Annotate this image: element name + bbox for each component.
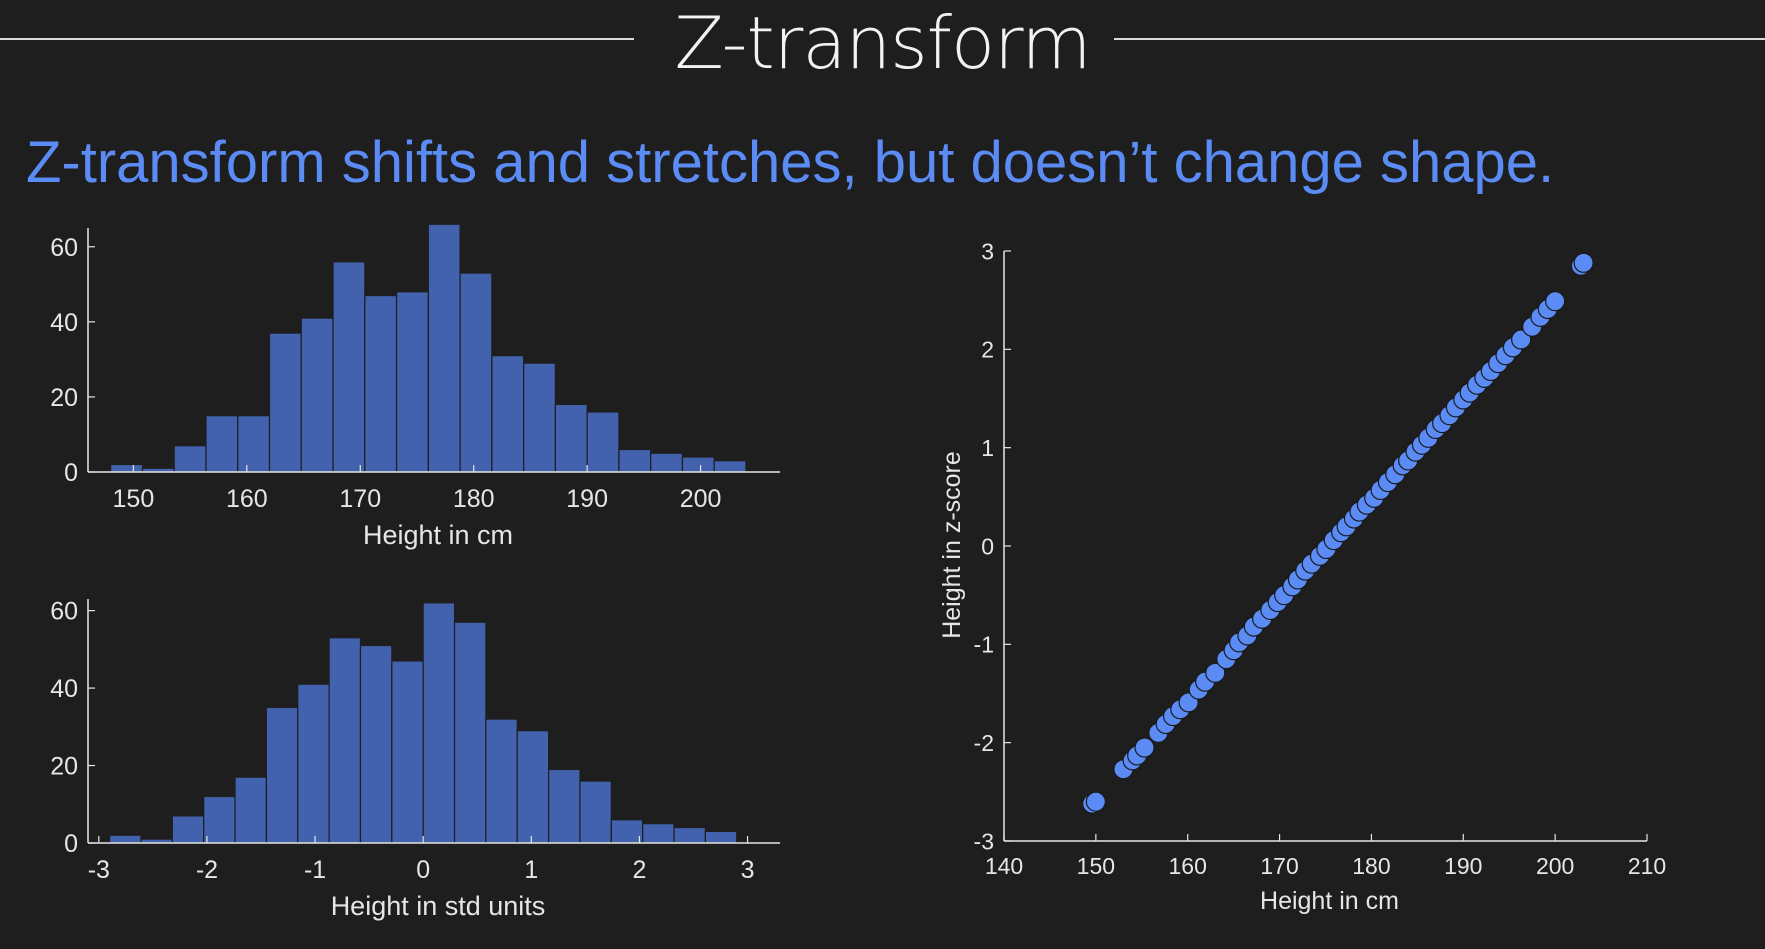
histogram-bar (364, 294, 398, 473)
scatter-point (1573, 252, 1594, 273)
y-tick-label: 20 (50, 384, 78, 412)
histogram-bar (650, 452, 684, 473)
x-tick-label: -2 (196, 856, 218, 884)
histogram-bar (548, 768, 581, 844)
scatter-point (1545, 291, 1566, 312)
histogram-bar (110, 463, 144, 473)
x-tick-label: 2 (632, 856, 646, 884)
histogram-bar (523, 362, 556, 473)
slide-title: Z-transform (674, 1, 1091, 85)
histogram-bar (205, 415, 239, 473)
histogram-bar (203, 795, 236, 844)
title-rule-right (1114, 38, 1765, 40)
histogram-bar (237, 415, 271, 473)
y-tick-label: 60 (50, 598, 78, 626)
y-tick-label: 2 (981, 337, 994, 363)
histogram-bar (485, 718, 518, 844)
histogram-bar (491, 355, 525, 473)
histogram-bar (173, 445, 207, 473)
histogram-bar (618, 448, 652, 473)
y-tick-label: 0 (64, 830, 78, 858)
y-axis-label: Height in z-score (938, 451, 966, 639)
histogram-bar (234, 776, 268, 844)
x-tick-label: 150 (1077, 853, 1115, 879)
x-tick-label: 190 (1444, 853, 1482, 879)
x-tick-label: 210 (1628, 853, 1666, 879)
x-tick-label: -1 (304, 856, 326, 884)
x-tick-label: 160 (226, 485, 268, 513)
histogram-bar (427, 223, 461, 473)
histogram-bar (579, 780, 612, 844)
x-tick-label: 140 (985, 853, 1023, 879)
histogram-bar (713, 460, 747, 473)
y-tick-label: 1 (981, 435, 994, 461)
x-tick-label: -3 (88, 856, 110, 884)
y-tick-label: 40 (50, 309, 78, 337)
scatter-point (1205, 662, 1226, 683)
x-tick-label: 150 (113, 485, 155, 513)
y-tick-label: 20 (50, 753, 78, 781)
histogram-bar (391, 660, 424, 844)
x-tick-label: 200 (680, 485, 722, 513)
x-tick-label: 200 (1536, 853, 1574, 879)
y-tick-label: 40 (50, 675, 78, 703)
histogram-bar (395, 291, 429, 473)
histogram-height-std: -3 -2 -1 0 1 2 3 0 20 40 60 Height in std units (50, 598, 780, 921)
x-tick-label: 170 (1260, 853, 1298, 879)
histogram-bar (554, 403, 588, 473)
scatter-point (1085, 791, 1106, 812)
y-tick-label: 3 (981, 238, 994, 264)
y-tick-label: -3 (974, 828, 994, 854)
histogram-bar (297, 683, 330, 844)
scatter-cm-vs-zscore: 140 150 160 170 180 190 200 210 -3 -2 -1 0 1 2 3 Height… (938, 238, 1666, 915)
histogram-bar (268, 332, 302, 473)
histogram-bar (300, 317, 334, 473)
x-axis-label: Height in cm (363, 520, 513, 550)
histogram-bar (328, 637, 362, 844)
histogram-bar (610, 819, 644, 844)
x-tick-label: 160 (1169, 853, 1207, 879)
x-tick-label: 170 (339, 485, 381, 513)
x-tick-label: 3 (741, 856, 755, 884)
x-axis-label: Height in cm (1260, 887, 1399, 915)
headline: Z-transform shifts and stretches, but do… (26, 130, 1555, 195)
scatter-point (1134, 737, 1155, 758)
histogram-bar (422, 602, 456, 844)
x-axis-label: Height in std units (331, 891, 546, 921)
x-tick-label: 180 (453, 485, 495, 513)
histogram-bar (109, 834, 142, 844)
x-tick-label: 0 (416, 856, 430, 884)
y-tick-label: 0 (64, 459, 78, 487)
x-tick-label: 190 (566, 485, 608, 513)
histogram-bar (642, 823, 675, 844)
x-tick-label: 180 (1352, 853, 1390, 879)
histogram-bar (359, 644, 393, 844)
y-tick-label: 60 (50, 234, 78, 262)
x-tick-label: 1 (524, 856, 538, 884)
histogram-bar (704, 830, 738, 844)
histogram-height-cm: 150 160 170 180 190 200 0 20 40 60 Height in cm (50, 223, 780, 550)
histogram-bar (265, 706, 299, 844)
histogram-bar (171, 815, 205, 844)
y-tick-label: -2 (974, 730, 994, 756)
histogram-bar (453, 621, 487, 844)
y-tick-label: -1 (974, 632, 994, 658)
scatter-point (1511, 329, 1532, 350)
histogram-bar (459, 272, 493, 473)
title-rule-left (0, 38, 634, 40)
histogram-bar (673, 826, 706, 844)
y-tick-label: 0 (981, 533, 994, 559)
histogram-bar (681, 456, 715, 473)
histogram-bar (586, 411, 620, 473)
histogram-bar (332, 261, 366, 473)
histogram-bar (516, 730, 550, 844)
